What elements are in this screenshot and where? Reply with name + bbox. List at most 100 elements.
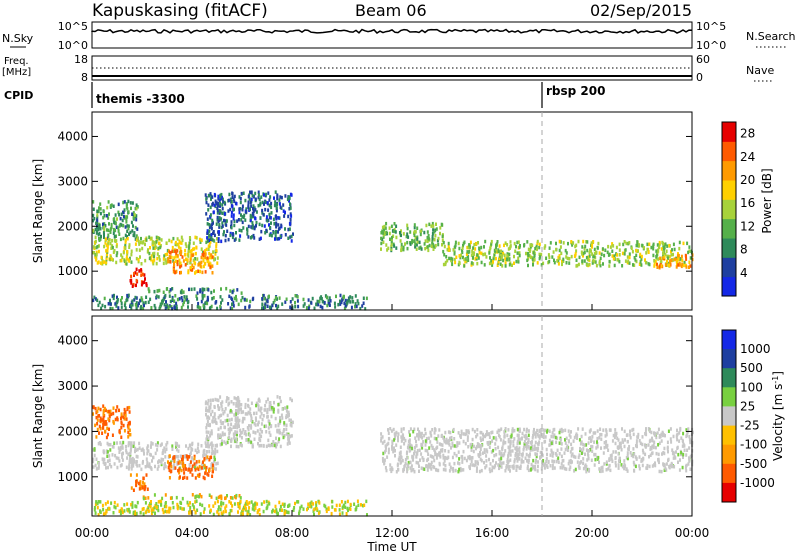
power-cell [418, 246, 421, 250]
power-cell [173, 299, 176, 303]
power-cell [206, 229, 209, 233]
power-cell [323, 301, 326, 305]
velocity-cell [490, 450, 493, 454]
velocity-cell [237, 398, 240, 402]
velocity-cell [247, 509, 250, 514]
velocity-cell [588, 469, 590, 473]
velocity-cell [125, 417, 128, 421]
power-cell [351, 296, 354, 300]
velocity-cell [175, 495, 178, 500]
velocity-cell [638, 464, 641, 468]
power-cell [471, 251, 474, 255]
power-cell [136, 236, 139, 240]
velocity-cell [634, 464, 637, 469]
power-cell [564, 248, 567, 253]
velocity-cell [471, 427, 474, 432]
power-cell [302, 304, 305, 308]
velocity-cell [488, 435, 491, 439]
power-cell [636, 240, 639, 244]
power-cell [497, 260, 500, 264]
power-cell [268, 198, 271, 202]
power-cell [108, 212, 110, 216]
power-cell [453, 252, 456, 256]
velocity-cell [224, 506, 227, 510]
power-cell [137, 239, 140, 244]
velocity-cell [193, 454, 196, 459]
velocity-cell [196, 473, 199, 478]
power-cell [241, 220, 244, 225]
velocity-cell [395, 470, 398, 474]
velocity-cell [242, 416, 245, 421]
velocity-cell [397, 435, 399, 440]
velocity-cell [473, 429, 476, 434]
power-cell [509, 240, 512, 244]
velocity-colorbar-segment [722, 368, 736, 388]
velocity-cell [620, 463, 623, 467]
power-cell [580, 250, 583, 254]
velocity-cell [284, 406, 287, 410]
velocity-cell [642, 450, 645, 455]
velocity-cell [685, 468, 688, 473]
power-colorbar-tick: 20 [740, 173, 755, 187]
power-cell [419, 232, 422, 237]
nsky-tick-top: 10^5 [58, 20, 88, 33]
power-cell [190, 287, 193, 292]
power-cell [201, 253, 204, 257]
power-cell [570, 254, 573, 259]
velocity-cell [426, 468, 429, 472]
velocity-cell [272, 407, 275, 411]
velocity-cell [160, 460, 163, 465]
power-cell [289, 206, 292, 210]
power-cell [124, 225, 127, 229]
power-cell [339, 299, 341, 303]
velocity-cell [207, 430, 210, 435]
power-cell [158, 237, 161, 241]
velocity-cell [194, 500, 197, 504]
velocity-cell [203, 456, 206, 461]
velocity-cell [116, 417, 119, 422]
velocity-cell [181, 496, 184, 501]
velocity-cell [644, 430, 647, 434]
power-cell [659, 256, 662, 261]
power-cell [190, 265, 192, 270]
velocity-cell [518, 427, 521, 431]
power-cell [146, 250, 149, 254]
velocity-cell [576, 436, 578, 440]
power-cell [264, 231, 267, 235]
velocity-cell [93, 448, 96, 452]
velocity-cell [237, 510, 239, 514]
time-tick-label: 20:00 [575, 526, 610, 540]
velocity-cell [128, 441, 131, 445]
velocity-cell [189, 443, 191, 447]
power-cell [176, 297, 179, 302]
velocity-cell [554, 435, 557, 440]
power-cell [264, 302, 267, 306]
power-cell [231, 306, 234, 311]
velocity-cell [500, 461, 503, 466]
velocity-cell [516, 459, 519, 463]
velocity-cell [413, 427, 416, 431]
time-tick-label: 16:00 [475, 526, 510, 540]
power-cell [644, 260, 647, 265]
velocity-cell [181, 507, 184, 511]
power-cell [602, 262, 604, 266]
velocity-cell [216, 510, 219, 514]
velocity-cell [523, 439, 526, 444]
power-cell [115, 253, 118, 258]
velocity-cell [239, 499, 242, 504]
power-cell [196, 257, 199, 261]
velocity-cell [160, 442, 163, 446]
velocity-cell [453, 461, 456, 466]
velocity-cell [229, 509, 232, 513]
velocity-cell [534, 452, 537, 456]
velocity-cell [508, 447, 511, 452]
velocity-cell [579, 461, 582, 465]
velocity-ylabel: Slant Range [km] [31, 364, 45, 468]
velocity-cell [669, 427, 672, 431]
velocity-cell [483, 450, 486, 454]
velocity-cell [95, 500, 98, 504]
velocity-cell [513, 437, 516, 441]
power-cell [361, 304, 364, 308]
velocity-cell [357, 503, 360, 507]
velocity-cell [266, 407, 269, 412]
